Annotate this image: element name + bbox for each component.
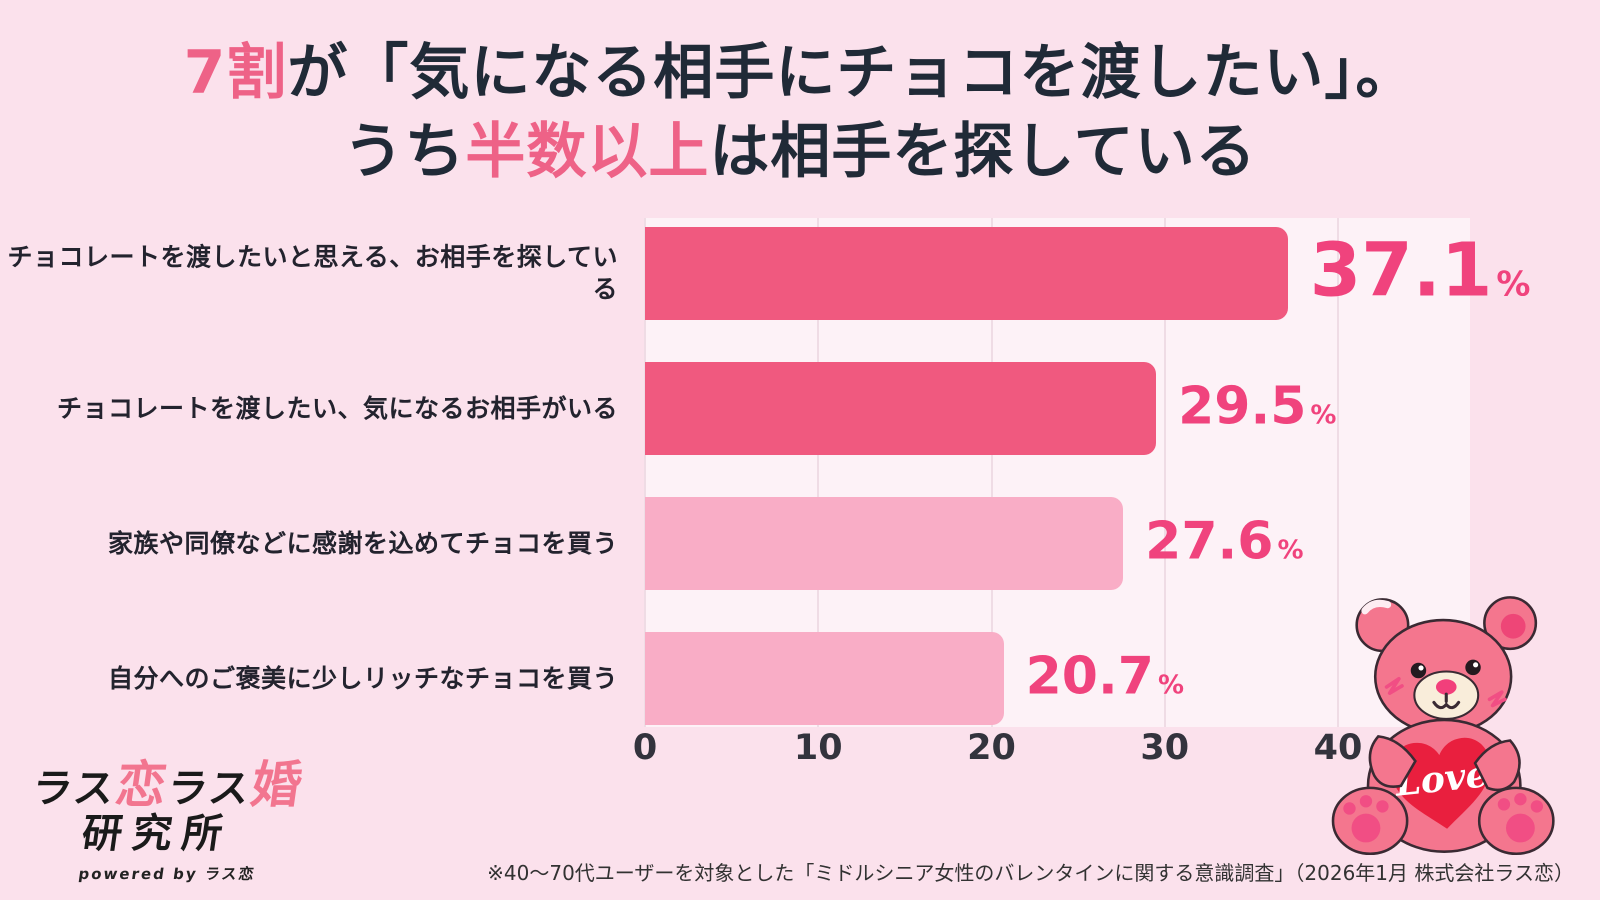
x-axis-tick: 20 [967,728,1016,768]
title-text-2a: うち [343,117,466,188]
x-axis-tick: 10 [793,728,843,768]
category-label: 家族や同僚などに感謝を込めてチョコを買う [107,528,618,558]
category-label: チョコレートを渡したいと思える、お相手を探している [7,242,618,304]
logo-powered-by: powered by ラス恋 [77,865,257,883]
category-label: チョコレートを渡したい、気になるお相手がいる [56,393,618,423]
category-label: 自分へのご褒美に少しリッチなチョコを買う [107,663,618,693]
gridline [817,218,820,727]
gridline [1337,218,1339,727]
bar [645,497,1124,590]
value-label: 37.1% [1309,227,1531,314]
x-axis-tick: 0 [632,728,658,768]
survey-footnote: ※40〜70代ユーザーを対象とした「ミドルシニア女性のバレンタインに関する意識調… [487,861,1574,885]
logo-line-2: 研究所 [78,811,236,857]
title-line-2: うち半数以上は相手を探している [0,113,1600,192]
page-title: 7割が「気になる相手にチョコを渡したい」。 うち半数以上は相手を探している [0,34,1600,192]
title-text-2b: は相手を探している [709,117,1257,188]
brand-logo: ラス恋ラス婚 研究所 powered by ラス恋 [19,756,308,884]
gridline [1163,218,1166,727]
gridline [990,218,993,727]
gridline [644,218,646,727]
teddy-bear-illustration: Love [1331,596,1555,856]
bear-arms [1368,735,1521,792]
bar [645,227,1288,320]
bar [645,632,1004,725]
bar [645,362,1157,455]
x-axis-tick: 30 [1140,728,1190,768]
value-label: 29.5% [1178,376,1337,437]
title-line-1: 7割が「気になる相手にチョコを渡したい」。 [0,34,1600,113]
bear-ears [1355,596,1538,653]
value-label: 20.7% [1025,646,1184,707]
title-text-1: が「気になる相手にチョコを渡したい」。 [287,38,1417,108]
title-accent-1: 7割 [183,38,288,108]
x-axis-tick: 40 [1313,728,1363,768]
title-accent-2: 半数以上 [465,117,710,188]
logo-line-1: ラス恋ラス婚 [29,756,308,814]
bear-feet [1331,786,1555,856]
value-label: 27.6% [1145,511,1304,572]
